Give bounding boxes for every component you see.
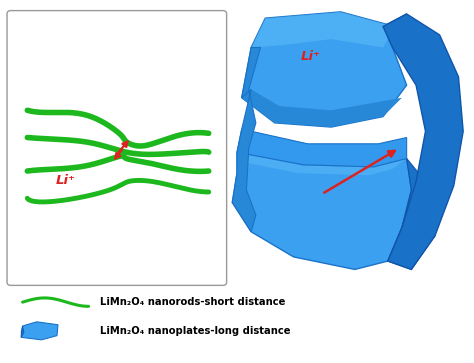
Text: LiMn₂O₄ nanorods-short distance: LiMn₂O₄ nanorods-short distance <box>100 297 286 307</box>
Polygon shape <box>232 152 411 269</box>
Polygon shape <box>242 89 402 127</box>
Polygon shape <box>21 322 58 340</box>
Text: Li⁺: Li⁺ <box>301 50 320 63</box>
Polygon shape <box>232 48 261 232</box>
Polygon shape <box>237 152 407 175</box>
Polygon shape <box>388 159 435 269</box>
Polygon shape <box>251 12 395 48</box>
Text: LiMn₂O₄ nanoplates-long distance: LiMn₂O₄ nanoplates-long distance <box>100 326 291 337</box>
Polygon shape <box>383 14 463 269</box>
FancyBboxPatch shape <box>7 11 227 285</box>
Polygon shape <box>237 129 407 167</box>
Polygon shape <box>242 12 407 127</box>
Text: Li⁺: Li⁺ <box>55 174 75 187</box>
Polygon shape <box>21 326 24 337</box>
